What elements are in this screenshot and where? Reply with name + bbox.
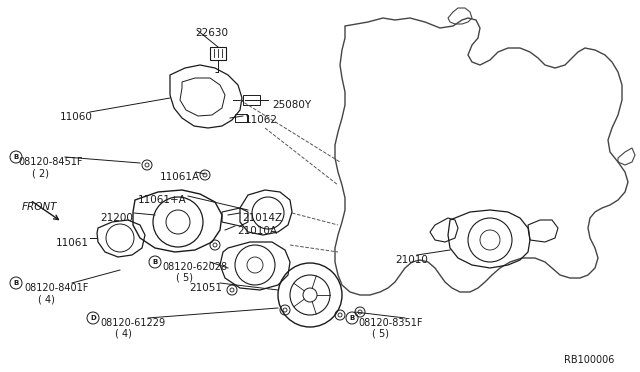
Text: 08120-8401F: 08120-8401F bbox=[24, 283, 88, 293]
Text: ( 2): ( 2) bbox=[32, 168, 49, 178]
Text: 21010: 21010 bbox=[395, 255, 428, 265]
Text: B: B bbox=[13, 154, 19, 160]
Text: FRONT: FRONT bbox=[22, 202, 58, 212]
Text: 11061A: 11061A bbox=[160, 172, 200, 182]
Text: ( 5): ( 5) bbox=[176, 273, 193, 283]
Text: ( 4): ( 4) bbox=[38, 294, 55, 304]
Text: 11060: 11060 bbox=[60, 112, 93, 122]
Text: B: B bbox=[349, 315, 355, 321]
Text: 21200: 21200 bbox=[100, 213, 133, 223]
Text: 25080Y: 25080Y bbox=[272, 100, 311, 110]
Text: 11062: 11062 bbox=[245, 115, 278, 125]
Text: B: B bbox=[13, 280, 19, 286]
Text: 22630: 22630 bbox=[195, 28, 228, 38]
Text: 21051: 21051 bbox=[189, 283, 222, 293]
Text: 21010A: 21010A bbox=[237, 226, 277, 236]
Text: ( 5): ( 5) bbox=[372, 329, 389, 339]
Text: 08120-61229: 08120-61229 bbox=[100, 318, 165, 328]
Text: 08120-62028: 08120-62028 bbox=[162, 262, 227, 272]
Text: 08120-8451F: 08120-8451F bbox=[18, 157, 83, 167]
Text: 08120-8351F: 08120-8351F bbox=[358, 318, 422, 328]
Text: 11061: 11061 bbox=[56, 238, 89, 248]
Text: 11061+A: 11061+A bbox=[138, 195, 187, 205]
Text: B: B bbox=[152, 259, 157, 265]
Text: D: D bbox=[90, 315, 96, 321]
Text: ( 4): ( 4) bbox=[115, 329, 132, 339]
Text: 21014Z: 21014Z bbox=[242, 213, 282, 223]
Text: RB100006: RB100006 bbox=[564, 355, 614, 365]
